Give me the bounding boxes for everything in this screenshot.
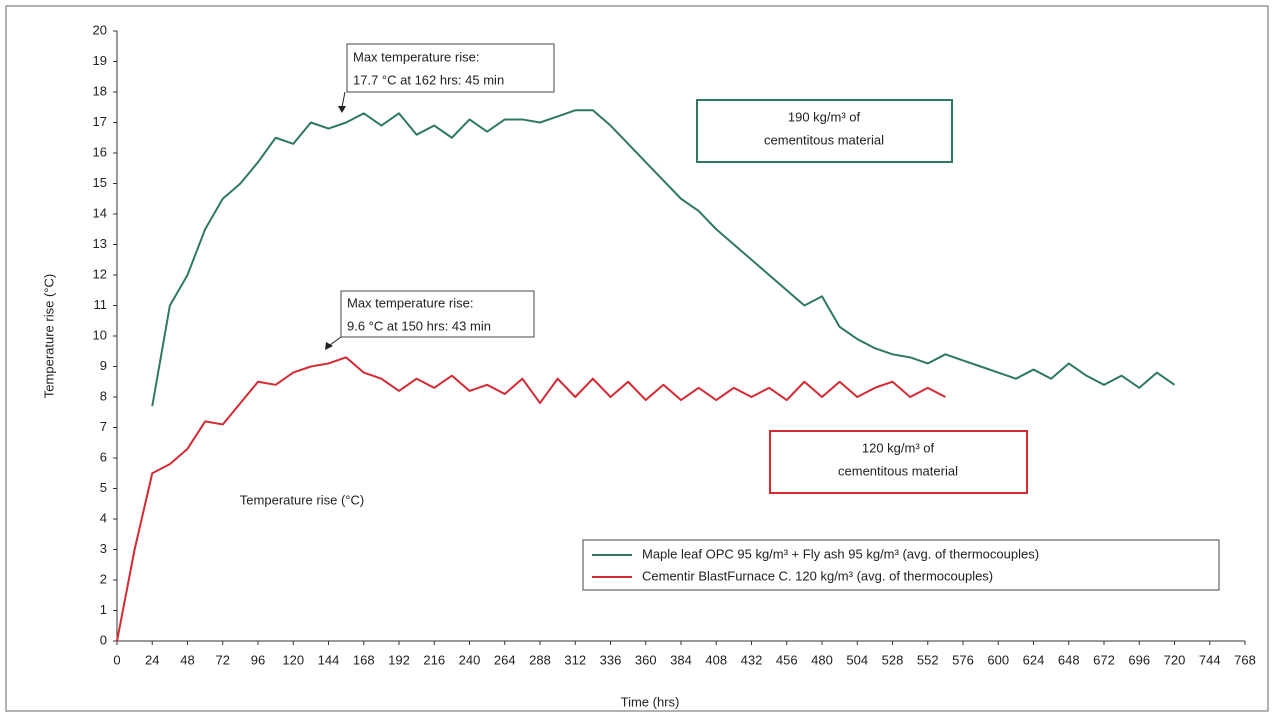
- y-tick-label: 6: [100, 449, 107, 464]
- y-tick-label: 18: [93, 83, 107, 98]
- x-tick-label: 672: [1093, 652, 1115, 667]
- annotation-text: Max temperature rise:: [353, 49, 479, 64]
- x-tick-label: 504: [846, 652, 868, 667]
- x-tick-label: 576: [952, 652, 974, 667]
- x-tick-label: 288: [529, 652, 551, 667]
- x-tick-label: 96: [251, 652, 265, 667]
- x-tick-label: 480: [811, 652, 833, 667]
- x-tick-label: 336: [600, 652, 622, 667]
- annotation-text: 17.7 °C at 162 hrs: 45 min: [353, 72, 504, 87]
- y-tick-label: 13: [93, 236, 107, 251]
- x-tick-label: 168: [353, 652, 375, 667]
- y-tick-label: 12: [93, 266, 107, 281]
- series-line: [116, 356, 946, 642]
- y-tick-label: 0: [100, 632, 107, 647]
- annotation-text: Max temperature rise:: [347, 295, 473, 310]
- arrow-head: [338, 106, 346, 113]
- annotation-text: 120 kg/m³ of: [862, 440, 935, 455]
- annotation-box: [769, 430, 1028, 494]
- y-tick-label: 14: [93, 205, 107, 220]
- x-tick-label: 696: [1128, 652, 1150, 667]
- x-tick-label: 48: [180, 652, 194, 667]
- inner-label: Temperature rise (°C): [240, 492, 364, 507]
- x-tick-label: 432: [741, 652, 763, 667]
- annotation-box: [340, 290, 535, 338]
- legend: [582, 539, 1220, 591]
- annotation-text: cementitous material: [838, 463, 958, 478]
- y-tick-label: 8: [100, 388, 107, 403]
- x-tick-label: 528: [882, 652, 904, 667]
- x-tick-label: 720: [1164, 652, 1186, 667]
- y-tick-label: 9: [100, 358, 107, 373]
- x-tick-label: 216: [423, 652, 445, 667]
- x-tick-label: 24: [145, 652, 159, 667]
- y-tick-label: 17: [93, 114, 107, 129]
- x-tick-label: 384: [670, 652, 692, 667]
- annotation-text: cementitous material: [764, 132, 884, 147]
- x-tick-label: 600: [987, 652, 1009, 667]
- x-tick-label: 744: [1199, 652, 1221, 667]
- annotation-box: [346, 43, 555, 93]
- x-tick-label: 264: [494, 652, 516, 667]
- x-tick-label: 768: [1234, 652, 1256, 667]
- annotation-box: [696, 99, 953, 163]
- x-tick-label: 312: [564, 652, 586, 667]
- y-tick-label: 2: [100, 571, 107, 586]
- y-tick-label: 15: [93, 175, 107, 190]
- y-tick-label: 19: [93, 53, 107, 68]
- y-tick-label: 3: [100, 541, 107, 556]
- x-tick-label: 120: [282, 652, 304, 667]
- y-tick-label: 5: [100, 480, 107, 495]
- x-tick-label: 456: [776, 652, 798, 667]
- frame: [5, 5, 1269, 712]
- y-tick-label: 16: [93, 144, 107, 159]
- arrow-head: [325, 342, 333, 350]
- x-tick-label: 240: [459, 652, 481, 667]
- x-tick-label: 192: [388, 652, 410, 667]
- x-tick-label: 144: [318, 652, 340, 667]
- y-tick-label: 1: [100, 602, 107, 617]
- series-line: [151, 109, 1176, 407]
- x-tick-label: 0: [113, 652, 120, 667]
- annotation-text: 9.6 °C at 150 hrs: 43 min: [347, 318, 491, 333]
- x-tick-label: 648: [1058, 652, 1080, 667]
- x-tick-label: 624: [1023, 652, 1045, 667]
- annotation-arrow: [329, 336, 342, 346]
- x-tick-label: 72: [216, 652, 230, 667]
- y-tick-label: 20: [93, 22, 107, 37]
- x-tick-label: 360: [635, 652, 657, 667]
- y-tick-label: 10: [93, 327, 107, 342]
- y-tick-label: 7: [100, 419, 107, 434]
- x-tick-label: 408: [705, 652, 727, 667]
- y-axis-title: Temperature rise (°C): [41, 274, 56, 398]
- legend-label: Cementir BlastFurnace C. 120 kg/m³ (avg.…: [642, 568, 993, 583]
- annotation-arrow: [341, 91, 346, 108]
- x-tick-label: 552: [917, 652, 939, 667]
- annotation-text: 190 kg/m³ of: [788, 109, 861, 124]
- legend-label: Maple leaf OPC 95 kg/m³ + Fly ash 95 kg/…: [642, 546, 1039, 561]
- y-tick-label: 4: [100, 510, 107, 525]
- x-axis-title: Time (hrs): [621, 694, 680, 709]
- y-tick-label: 11: [94, 297, 108, 312]
